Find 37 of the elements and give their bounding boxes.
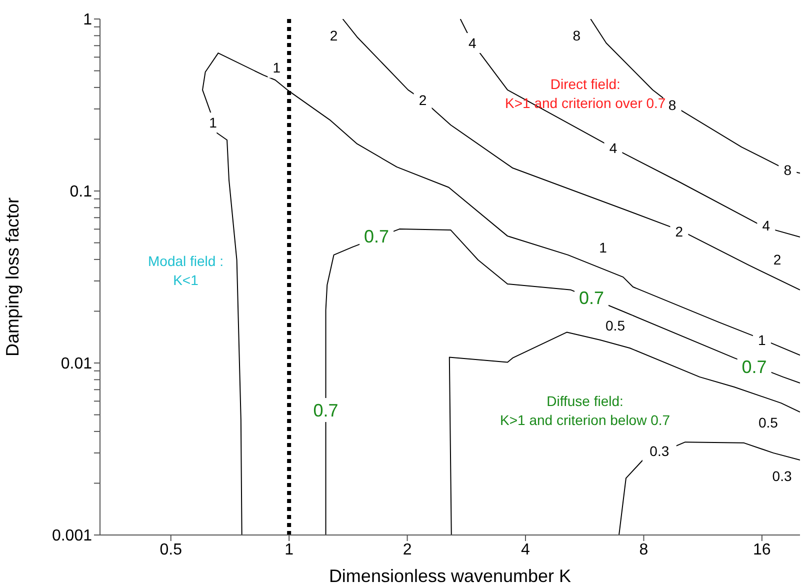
annotation: 2: [773, 251, 782, 268]
annotation: Modal field : K<1: [148, 252, 224, 290]
annotation: 0.7: [364, 226, 390, 246]
annotation: 0.5: [606, 317, 626, 334]
y-tick-label: 0.001: [52, 528, 92, 545]
annotation: 8: [784, 162, 792, 178]
annotation: 1: [758, 332, 766, 348]
x-axis-title: Dimensionless wavenumber K: [328, 566, 572, 586]
x-tick-label: 8: [639, 541, 648, 558]
y-tick-label: 1: [83, 12, 92, 29]
annotation: 8: [572, 28, 581, 44]
annotation: 2: [675, 224, 684, 240]
annotation: 2: [330, 28, 338, 44]
annotation: 0.3: [772, 468, 792, 484]
annotation: 4: [468, 34, 477, 51]
annotation: 0.7: [742, 357, 767, 378]
annotation: 1: [272, 60, 281, 76]
annotation: 1: [599, 239, 608, 256]
x-tick-label: 2: [402, 541, 412, 558]
y-tick-label: 0.01: [60, 356, 92, 373]
x-tick-label: 4: [521, 541, 530, 558]
annotation: 4: [609, 140, 618, 156]
annotation: 0.7: [578, 288, 604, 308]
annotation: Diffuse field: K>1 and criterion below 0.7: [500, 392, 670, 430]
annotation: Direct field: K>1 and criterion over 0.7: [505, 75, 666, 113]
annotation: 2: [418, 92, 427, 108]
annotation: 0.7: [313, 400, 338, 420]
annotation: 0.5: [758, 414, 778, 431]
x-tick-label: 16: [753, 541, 771, 558]
annotation: 0.3: [650, 442, 670, 459]
x-tick-label: 0.5: [160, 541, 182, 558]
annotation: 1: [209, 114, 218, 130]
annotation: 4: [762, 217, 770, 234]
annotation: 8: [668, 96, 676, 113]
x-tick-label: 1: [284, 541, 294, 558]
y-tick-label: 0.1: [70, 184, 92, 201]
y-axis-title: Damping loss factor: [2, 197, 22, 357]
